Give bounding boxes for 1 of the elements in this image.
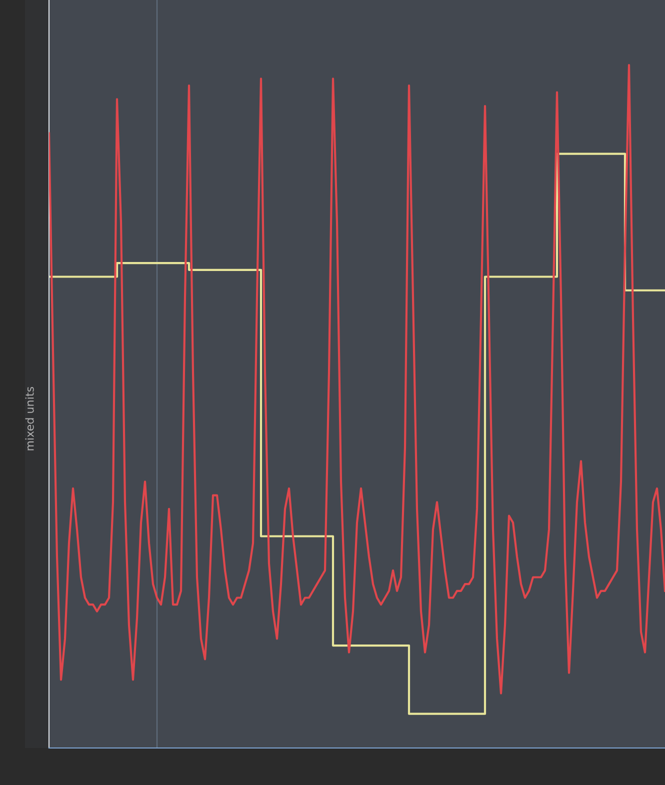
y-axis-title: mixed units bbox=[25, 386, 34, 450]
